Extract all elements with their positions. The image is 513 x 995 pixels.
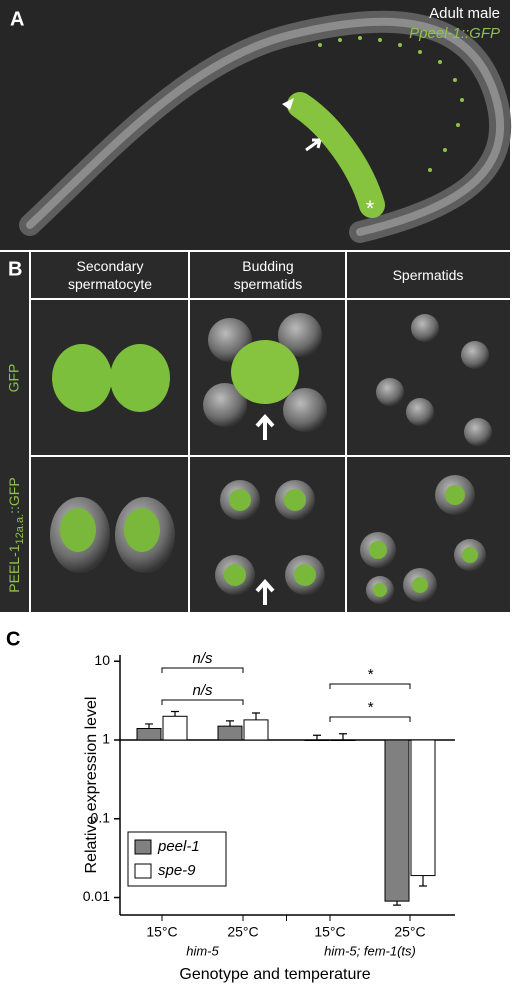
bar bbox=[243, 719, 269, 741]
caption: Adult male bbox=[429, 5, 500, 22]
annotation: n/s bbox=[192, 682, 213, 699]
y-tick-label: 0.1 bbox=[91, 809, 111, 825]
bar bbox=[330, 739, 356, 741]
cells bbox=[50, 475, 486, 605]
panel-a: * A Adult male Ppeel-1::GFP bbox=[0, 0, 512, 250]
row-label-suffix: ::GFP bbox=[6, 477, 22, 514]
bracket bbox=[161, 699, 244, 705]
x-tick-label: 25°C bbox=[394, 924, 425, 940]
row-label-main: PEEL-1 bbox=[6, 544, 22, 592]
asterisk: * bbox=[366, 196, 375, 221]
error-bar bbox=[339, 733, 347, 740]
caption: Ppeel-1::GFP bbox=[409, 25, 500, 42]
legend-label: spe-9 bbox=[158, 862, 196, 879]
column-header: Secondary spermatocyte bbox=[68, 258, 152, 292]
bar bbox=[136, 727, 162, 741]
gfp-signal bbox=[287, 92, 385, 218]
y-tick-label: 10 bbox=[94, 652, 110, 668]
error-bar bbox=[226, 720, 234, 727]
bar bbox=[304, 739, 330, 741]
column-header: Spermatids bbox=[393, 267, 464, 283]
error-bar bbox=[419, 875, 427, 887]
annotation: * bbox=[367, 666, 374, 683]
bar bbox=[217, 725, 243, 741]
bar bbox=[384, 739, 410, 902]
bracket bbox=[329, 716, 411, 722]
panel-label: A bbox=[10, 8, 24, 30]
row-label: PEEL-112a.a.::GFP bbox=[6, 477, 26, 592]
group-label: him-5 bbox=[186, 943, 219, 958]
arrow bbox=[305, 138, 322, 152]
legend-swatch bbox=[134, 839, 152, 855]
row-label: GFP bbox=[6, 364, 22, 393]
legend-swatch bbox=[134, 863, 152, 879]
bracket bbox=[329, 683, 411, 689]
cells bbox=[52, 313, 492, 446]
error-bar bbox=[252, 712, 260, 720]
error-bar bbox=[313, 734, 321, 740]
bracket bbox=[161, 667, 244, 673]
arrowhead bbox=[282, 98, 294, 110]
bar bbox=[162, 715, 188, 741]
error-bar bbox=[145, 723, 153, 729]
y-tick-label: 0.01 bbox=[83, 888, 110, 904]
panel-b: B Secondary spermatocyte Budding spermatids… bbox=[0, 252, 510, 612]
error-bar bbox=[393, 901, 401, 906]
error-bar bbox=[171, 710, 179, 717]
worm-gut bbox=[26, 17, 505, 236]
row-label-sub: 12a.a. bbox=[14, 514, 26, 545]
bar bbox=[410, 739, 436, 877]
legend-label: peel-1 bbox=[157, 838, 200, 855]
y-tick-label: 1 bbox=[102, 731, 110, 747]
column-header: Budding spermatids bbox=[234, 258, 302, 292]
y-axis-label: Relative expression level bbox=[83, 697, 100, 874]
x-tick-label: 15°C bbox=[146, 924, 177, 940]
x-tick-label: 15°C bbox=[314, 924, 345, 940]
x-tick-label: 25°C bbox=[227, 924, 258, 940]
panel-label: C bbox=[6, 628, 20, 650]
panel-c: C Relative expression level Genotype and… bbox=[6, 628, 455, 983]
group-label: him-5; fem-1(ts) bbox=[324, 943, 416, 958]
annotation: n/s bbox=[192, 650, 213, 667]
panel-label: B bbox=[8, 258, 22, 280]
x-axis-label: Genotype and temperature bbox=[179, 966, 370, 983]
gfp-dots bbox=[318, 36, 464, 172]
annotation: * bbox=[367, 699, 374, 716]
